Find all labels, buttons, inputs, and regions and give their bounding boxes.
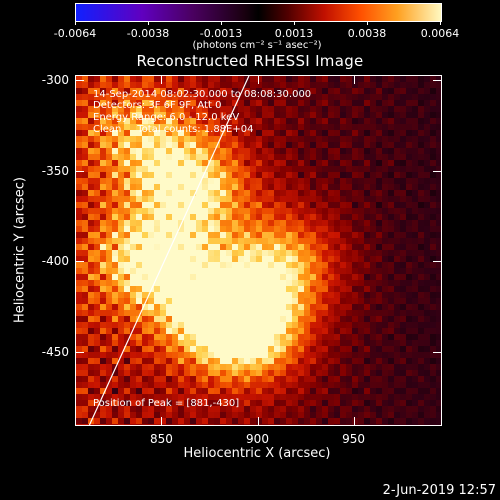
y-tick-label: -450 — [41, 344, 69, 359]
y-tick-mark — [76, 170, 84, 172]
y-axis-label: Heliocentric Y (arcsec) — [12, 177, 28, 323]
y-tick-mark — [433, 170, 441, 172]
colorbar-tick — [221, 21, 222, 25]
y-tick-mark — [433, 351, 441, 353]
colorbar-tick-label: -0.0064 — [53, 27, 97, 40]
x-tick-mark — [353, 76, 355, 84]
x-tick-label: 850 — [149, 432, 173, 446]
y-tick-label: -400 — [41, 254, 69, 269]
colorbar-units-label: (photons cm⁻² s⁻¹ asec⁻²) — [192, 40, 322, 51]
y-tick-label: -350 — [41, 163, 69, 178]
x-tick-label: 900 — [246, 432, 269, 446]
x-tick-mark — [257, 76, 259, 84]
y-tick-mark — [76, 351, 84, 353]
colorbar-tick-label: 0.0064 — [420, 27, 460, 40]
x-tick-label: 950 — [342, 432, 365, 446]
solar-limb-line — [88, 76, 250, 425]
heatmap-svg — [76, 76, 441, 425]
peak-position-annotation: Position of Peak = [881,-430] — [93, 398, 240, 409]
x-tick-mark — [161, 417, 163, 425]
x-axis-label: Heliocentric X (arcsec) — [183, 446, 331, 461]
x-tick-mark — [353, 417, 355, 425]
heatmap-cells — [76, 76, 441, 425]
clean-counts-annotation: Clean Total counts: 1.88E+04 — [93, 124, 254, 135]
energy-range-annotation: Energy Range: 6.0 - 12.0 keV — [93, 112, 240, 123]
colorbar-tick-label: 0.0013 — [274, 27, 314, 40]
y-tick-mark — [433, 261, 441, 263]
colorbar-tick — [75, 21, 76, 25]
colorbar — [75, 3, 442, 22]
detectors-annotation: Detectors: 3F 6F 9F, Att 0 — [93, 100, 222, 111]
x-tick-mark — [161, 76, 163, 84]
image-plot-area — [75, 75, 442, 426]
colorbar-tick — [440, 21, 441, 25]
plot-title: Reconstructed RHESSI Image — [136, 52, 364, 70]
x-tick-mark — [257, 417, 259, 425]
y-tick-mark — [433, 80, 441, 82]
colorbar-tick-label: -0.0013 — [199, 27, 243, 40]
colorbar-tick — [148, 21, 149, 25]
colorbar-tick-label: 0.0038 — [347, 27, 387, 40]
y-tick-mark — [76, 80, 84, 82]
colorbar-tick — [294, 21, 295, 25]
datestamp: 2-Jun-2019 12:57 — [382, 483, 496, 498]
colorbar-tick — [367, 21, 368, 25]
y-tick-mark — [76, 261, 84, 263]
time-range-annotation: 14-Sep-2014 08:02:30.000 to 08:08:30.000 — [93, 89, 312, 100]
colorbar-tick-label: -0.0038 — [126, 27, 170, 40]
y-tick-label: -300 — [41, 73, 69, 88]
